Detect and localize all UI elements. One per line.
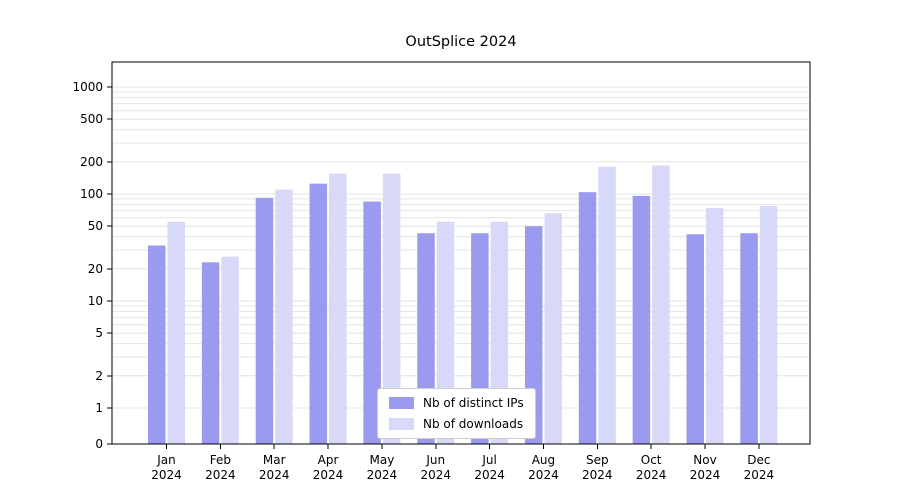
bar-downloads [167, 221, 185, 444]
bar-downloads [329, 173, 347, 444]
y-tick-label: 200 [80, 155, 103, 169]
x-tick-label-month: May [369, 453, 394, 467]
legend-label-distinct-ips: Nb of distinct IPs [423, 396, 524, 410]
bar-downloads [221, 256, 239, 444]
bar-downloads [544, 213, 562, 444]
x-tick-label-month: Nov [693, 453, 716, 467]
bar-distinct-ips [148, 245, 166, 444]
legend-item-downloads: Nb of downloads [389, 417, 524, 431]
legend-item-distinct-ips: Nb of distinct IPs [389, 396, 524, 410]
bar-downloads [652, 165, 670, 444]
bar-distinct-ips [686, 234, 704, 444]
y-tick-label: 100 [80, 187, 103, 201]
x-tick-label-month: Aug [532, 453, 555, 467]
x-tick-label-year: 2024 [205, 468, 236, 482]
y-tick-label: 500 [80, 112, 103, 126]
bar-downloads [382, 173, 401, 444]
x-tick-label-year: 2024 [259, 468, 290, 482]
y-tick-label: 5 [95, 326, 103, 340]
x-tick-label-year: 2024 [636, 468, 667, 482]
y-tick-label: 50 [88, 219, 103, 233]
x-tick-label-year: 2024 [420, 468, 451, 482]
y-tick-label: 1 [95, 401, 103, 415]
x-tick-label-year: 2024 [313, 468, 344, 482]
y-tick-label: 1000 [72, 80, 103, 94]
bar-downloads [598, 166, 616, 444]
legend-swatch-distinct-ips [389, 397, 414, 409]
y-tick-label: 0 [95, 437, 103, 451]
legend-swatch-downloads [389, 418, 414, 430]
x-tick-label-year: 2024 [528, 468, 559, 482]
bar-distinct-ips [578, 192, 597, 444]
y-tick-label: 2 [95, 369, 103, 383]
y-tick-label: 10 [88, 294, 103, 308]
bar-distinct-ips [632, 195, 651, 444]
x-tick-label-month: Oct [641, 453, 662, 467]
x-tick-label-month: Sep [586, 453, 609, 467]
bar-distinct-ips [740, 233, 758, 444]
x-tick-label-year: 2024 [744, 468, 775, 482]
bar-downloads [759, 206, 778, 444]
x-tick-label-year: 2024 [474, 468, 505, 482]
x-tick-label-month: Jan [156, 453, 176, 467]
bar-distinct-ips [201, 262, 220, 444]
bar-downloads [706, 207, 724, 444]
x-tick-label-month: Apr [318, 453, 339, 467]
x-tick-label-year: 2024 [151, 468, 182, 482]
x-tick-label-month: Jul [481, 453, 496, 467]
bar-distinct-ips [363, 201, 381, 444]
bar-distinct-ips [309, 183, 328, 445]
x-tick-label-month: Jun [425, 453, 445, 467]
legend: Nb of distinct IPs Nb of downloads [377, 388, 536, 439]
bar-distinct-ips [255, 197, 274, 444]
chart-title: OutSplice 2024 [405, 34, 517, 50]
axes-frame [111, 61, 811, 445]
bar-downloads [275, 189, 293, 444]
x-tick-label-month: Dec [747, 453, 770, 467]
x-tick-label-month: Feb [210, 453, 231, 467]
x-tick-label-year: 2024 [367, 468, 398, 482]
x-tick-label-year: 2024 [582, 468, 613, 482]
y-tick-label: 20 [88, 262, 103, 276]
x-tick-label-month: Mar [263, 453, 286, 467]
legend-label-downloads: Nb of downloads [423, 417, 524, 431]
x-tick-label-year: 2024 [690, 468, 721, 482]
